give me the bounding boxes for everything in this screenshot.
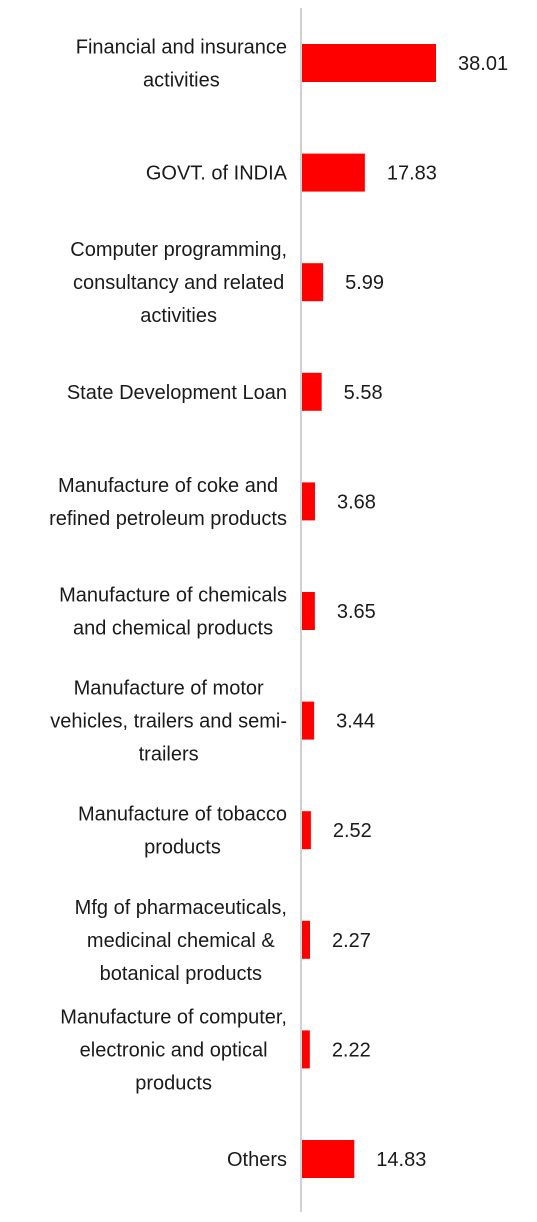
bar <box>302 592 315 630</box>
value-label: 3.44 <box>336 711 375 733</box>
category-label: Computer programming, consultancy and rel… <box>70 239 287 327</box>
bar <box>302 811 311 850</box>
category-label: Manufacture of chemicals and chemical pro… <box>59 585 287 640</box>
category-label: Mfg of pharmaceuticals, medicinal chemica… <box>75 897 287 985</box>
bar <box>302 920 311 959</box>
value-label: 38.01 <box>458 53 508 75</box>
value-label: 3.65 <box>337 601 376 623</box>
category-label: Manufacture of tobacco products <box>78 804 287 859</box>
category-label: Manufacture of computer, electronic and o… <box>60 1006 287 1094</box>
bar <box>302 482 315 521</box>
value-label: 2.27 <box>332 930 371 952</box>
value-label: 14.83 <box>376 1149 426 1171</box>
value-label: 2.22 <box>332 1039 371 1061</box>
bar <box>302 1030 310 1069</box>
bar <box>302 44 437 82</box>
bar <box>302 1140 355 1178</box>
bar <box>302 701 315 740</box>
value-label: 3.68 <box>337 491 376 513</box>
value-label: 17.83 <box>387 163 437 185</box>
bar <box>302 263 324 302</box>
value-label: 2.52 <box>333 820 372 842</box>
category-label: Others <box>227 1149 287 1171</box>
bar <box>302 153 365 192</box>
category-label: Financial and insurance activities <box>76 37 287 92</box>
category-label: Manufacture of coke and refined petroleum… <box>49 475 287 530</box>
category-label: State Development Loan <box>67 382 287 404</box>
category-label: Manufacture of motor vehicles, trailers a… <box>50 678 287 766</box>
value-label: 5.99 <box>345 272 384 294</box>
bar <box>302 372 322 411</box>
category-label: GOVT. of INDIA <box>146 163 288 185</box>
value-label: 5.58 <box>344 382 383 404</box>
